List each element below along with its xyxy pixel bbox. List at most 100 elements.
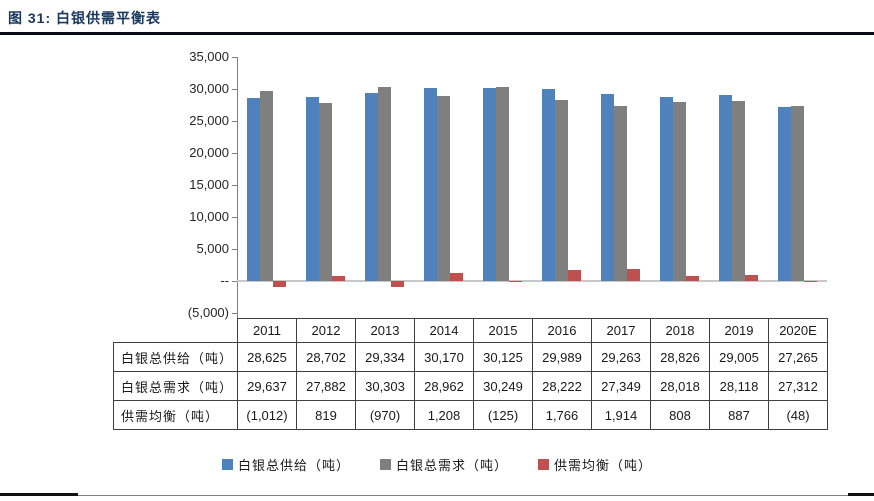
legend-swatch-icon — [379, 459, 391, 470]
plot-area — [237, 57, 827, 313]
y-axis-tick-label: 15,000 — [189, 177, 229, 192]
y-axis-tick-label: 35,000 — [189, 49, 229, 64]
value-cell: 1,914 — [591, 400, 651, 430]
footer-rule-accent-right — [848, 493, 874, 496]
year-header-cell: 2015 — [473, 318, 533, 343]
figure-title: 图 31: 白银供需平衡表 — [8, 10, 162, 26]
value-cell: 27,312 — [768, 371, 828, 401]
y-axis-tick-label: 25,000 — [189, 113, 229, 128]
year-header-cell: 2014 — [414, 318, 474, 343]
y-axis-tick-label: -- — [220, 273, 229, 288]
y-axis-tick-label: 30,000 — [189, 81, 229, 96]
value-cell: 1,208 — [414, 400, 474, 430]
row-label-cell: 白银总需求（吨） — [113, 371, 238, 401]
table-row: 供需均衡（吨） (1,012) 819 (970) 1,208 (125) 1,766 1,9… — [113, 400, 828, 430]
legend-swatch-icon — [221, 459, 233, 470]
y-axis-tick — [232, 185, 237, 186]
bar-2014-series-0 — [424, 87, 437, 281]
value-cell: 28,625 — [237, 342, 297, 372]
bar-2012-series-2 — [332, 275, 345, 281]
value-cell: 27,349 — [591, 371, 651, 401]
y-axis-tick-label: 10,000 — [189, 209, 229, 224]
bar-2012-series-0 — [306, 97, 319, 281]
value-cell: 808 — [650, 400, 710, 430]
bar-2013-series-1 — [378, 87, 391, 281]
value-cell: 819 — [296, 400, 356, 430]
zero-baseline — [237, 280, 827, 282]
legend-item: 白银总供给（吨） — [221, 455, 350, 474]
value-cell: 28,962 — [414, 371, 474, 401]
y-axis-tick-label: 5,000 — [196, 241, 229, 256]
y-axis-tick — [232, 281, 237, 282]
value-cell: 28,826 — [650, 342, 710, 372]
table-year-header-row: 2011 2012 2013 2014 2015 2016 2017 2018 2019 2020… — [114, 318, 828, 343]
year-header-cell: 2019 — [709, 318, 769, 343]
bar-2017-series-0 — [601, 93, 614, 281]
bar-2020E-series-1 — [791, 106, 804, 281]
value-cell: 30,249 — [473, 371, 533, 401]
year-header-cell: 2012 — [296, 318, 356, 343]
footer-rule-accent-left — [0, 493, 78, 496]
value-cell: 29,989 — [532, 342, 592, 372]
value-cell: 30,303 — [355, 371, 415, 401]
value-cell: 27,882 — [296, 371, 356, 401]
legend-swatch-icon — [538, 459, 549, 470]
value-cell: 27,265 — [768, 342, 828, 372]
bar-2020E-series-0 — [778, 106, 791, 281]
y-axis-tick — [232, 121, 237, 122]
y-axis-tick-label: (5,000) — [187, 305, 229, 320]
year-header-cell: 2020E — [768, 318, 828, 343]
legend-item: 供需均衡（吨） — [538, 455, 652, 474]
year-header-cell: 2013 — [355, 318, 415, 343]
legend-label: 供需均衡（吨） — [554, 458, 653, 473]
bar-2015-series-0 — [483, 88, 496, 281]
year-header-cell: 2017 — [591, 318, 651, 343]
year-header-cell: 2011 — [237, 318, 297, 343]
value-cell: 29,263 — [591, 342, 651, 372]
value-cell: 28,018 — [650, 371, 710, 401]
bar-2011-series-1 — [260, 91, 273, 281]
value-cell: 28,702 — [296, 342, 356, 372]
value-cell: 887 — [709, 400, 769, 430]
data-table: 2011 2012 2013 2014 2015 2016 2017 2018 2019 2020… — [113, 318, 828, 430]
y-axis-tick — [232, 89, 237, 90]
bar-2016-series-0 — [542, 89, 555, 281]
bar-2016-series-2 — [568, 269, 581, 281]
legend-label: 白银总供给（吨） — [237, 458, 350, 473]
bar-2017-series-1 — [614, 105, 627, 281]
bar-2011-series-0 — [247, 97, 260, 281]
year-header-cell: 2018 — [650, 318, 710, 343]
row-label-cell: 白银总供给（吨） — [113, 342, 238, 372]
table-corner-cell — [114, 319, 238, 343]
bar-2016-series-1 — [555, 100, 568, 281]
row-label-cell: 供需均衡（吨） — [113, 400, 238, 430]
value-cell: (970) — [355, 400, 415, 430]
legend-label: 白银总需求（吨） — [395, 458, 508, 473]
y-axis-tick — [232, 153, 237, 154]
bar-2019-series-2 — [745, 275, 758, 281]
bar-2012-series-1 — [319, 102, 332, 281]
bar-2015-series-1 — [496, 87, 509, 281]
bar-2019-series-1 — [732, 101, 745, 281]
value-cell: 29,005 — [709, 342, 769, 372]
value-cell: (1,012) — [237, 400, 297, 430]
bar-2019-series-0 — [719, 95, 732, 281]
legend-item: 白银总需求（吨） — [379, 455, 508, 474]
title-rule — [0, 32, 874, 35]
bar-2014-series-2 — [450, 273, 463, 281]
bar-2017-series-2 — [627, 268, 640, 281]
y-axis-tick — [232, 249, 237, 250]
footer-rule — [0, 495, 874, 496]
value-cell: 29,637 — [237, 371, 297, 401]
bar-2018-series-0 — [660, 96, 673, 281]
chart-legend: 白银总供给（吨） 白银总需求（吨） 供需均衡（吨） — [0, 455, 874, 474]
y-axis-tick — [232, 313, 237, 314]
bar-2014-series-1 — [437, 95, 450, 281]
year-header-cell: 2016 — [532, 318, 592, 343]
value-cell: (48) — [768, 400, 828, 430]
bar-2018-series-1 — [673, 101, 686, 281]
bar-2013-series-2 — [391, 281, 404, 288]
value-cell: 28,118 — [709, 371, 769, 401]
